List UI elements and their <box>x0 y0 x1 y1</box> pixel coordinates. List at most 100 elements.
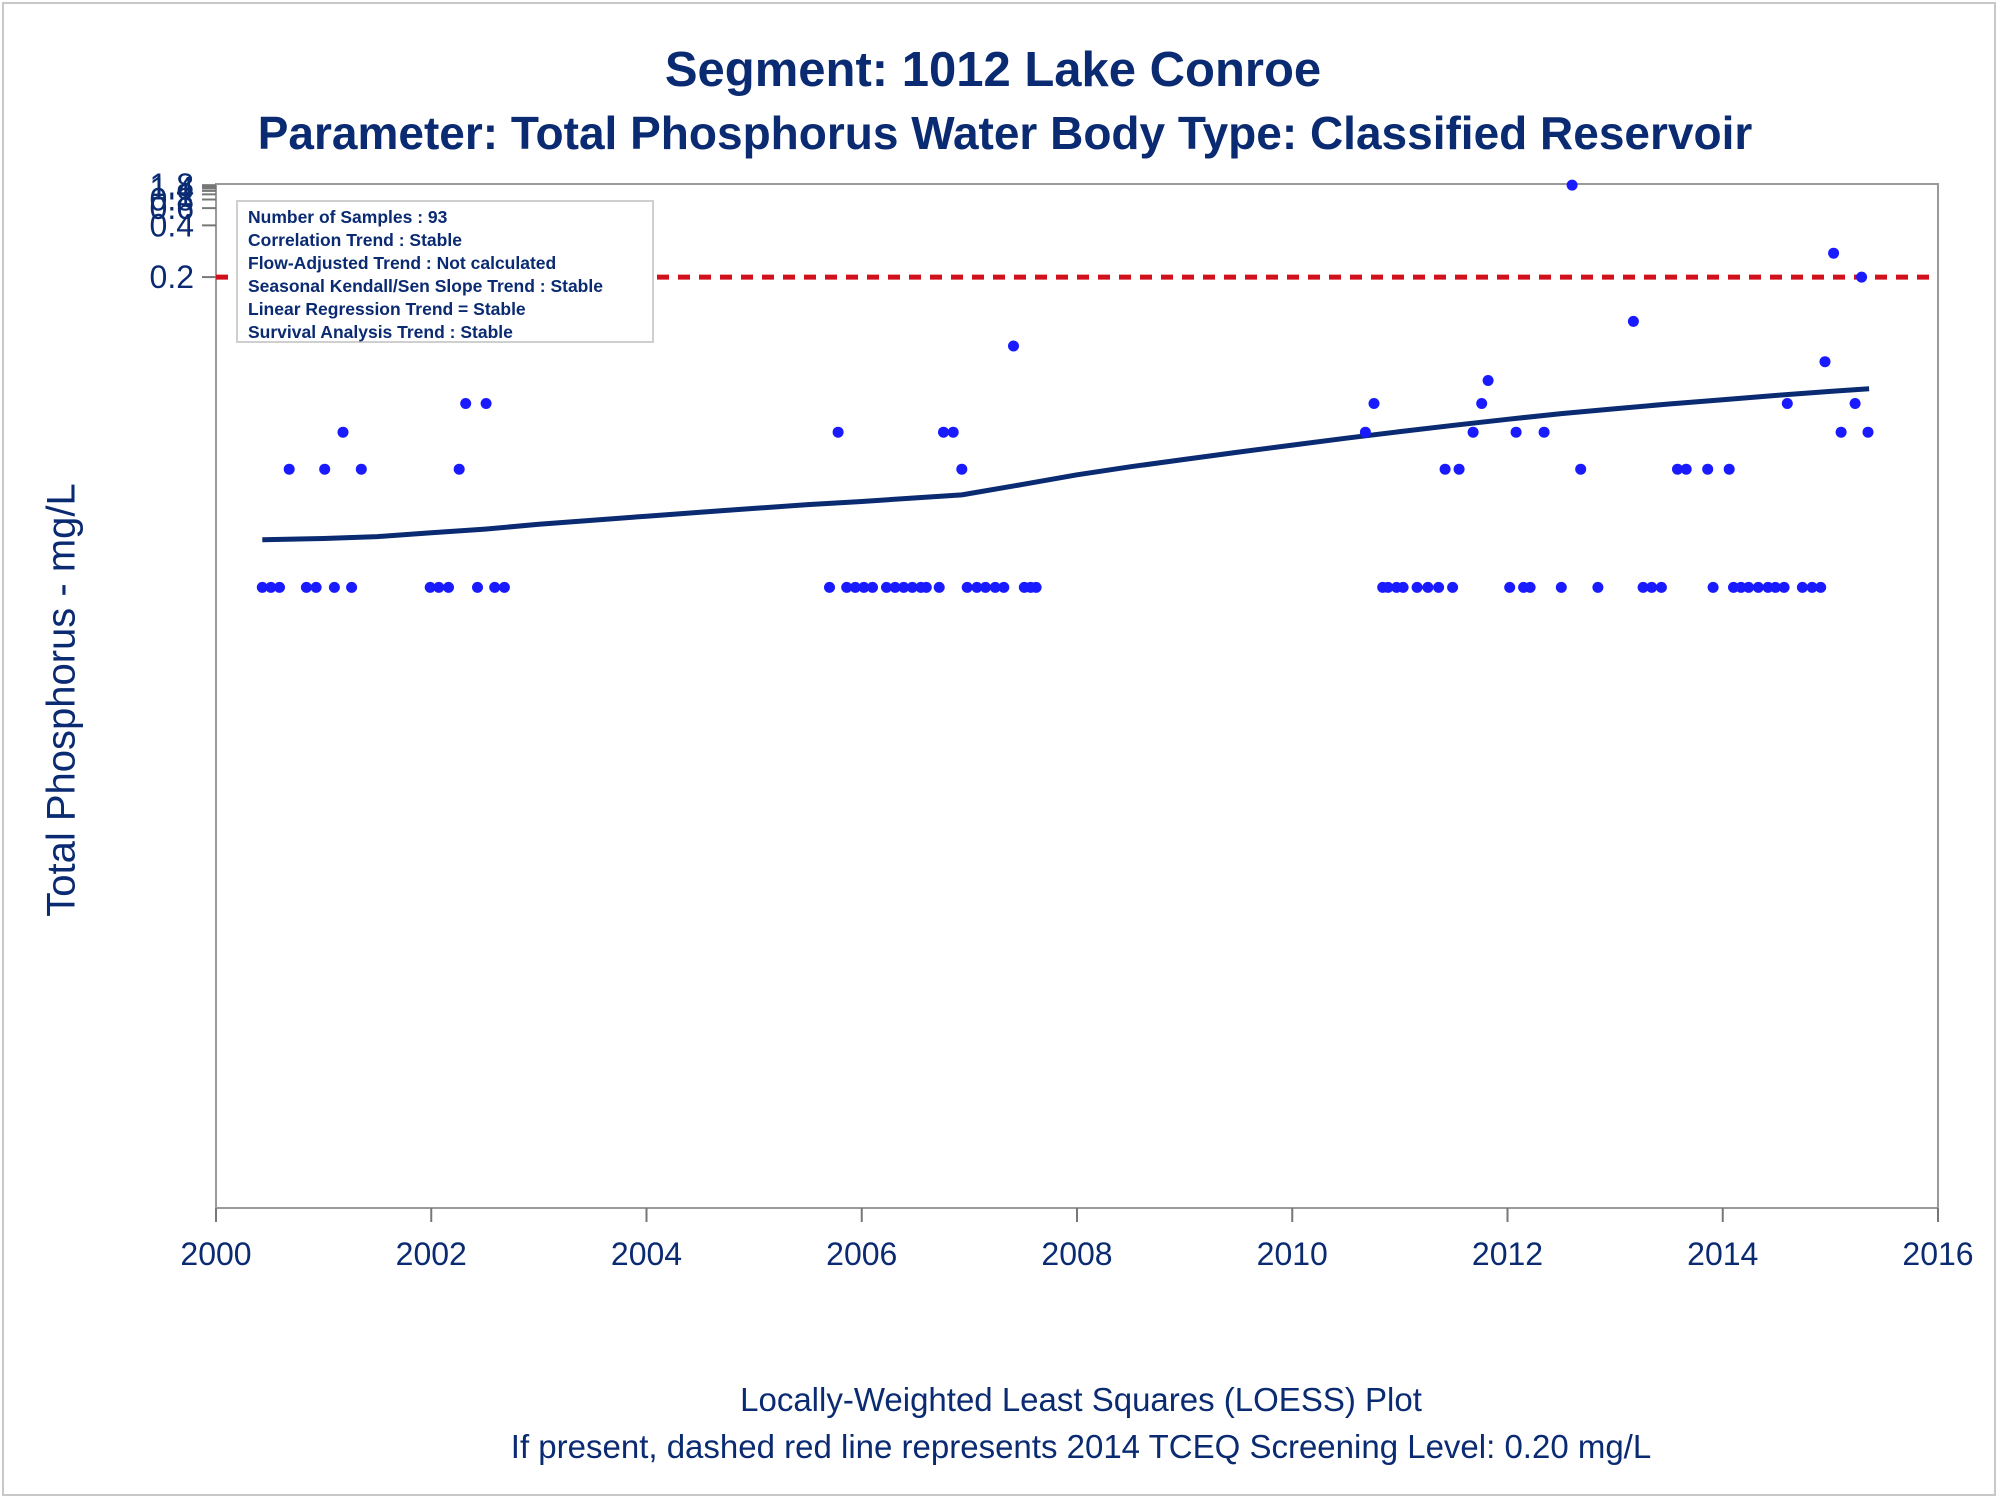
data-point <box>1778 581 1790 593</box>
footnote-loess: Locally-Weighted Least Squares (LOESS) P… <box>740 1381 1422 1418</box>
data-point <box>346 581 358 593</box>
x-tick-label: 2008 <box>1041 1236 1112 1272</box>
data-point <box>1524 581 1536 593</box>
data-point <box>1707 581 1719 593</box>
data-point <box>1637 581 1649 593</box>
data-point <box>933 581 945 593</box>
data-point <box>881 581 892 593</box>
data-point <box>1447 581 1459 593</box>
data-point <box>1368 398 1380 409</box>
data-point <box>1856 271 1868 283</box>
data-point <box>310 581 322 593</box>
data-point <box>1422 581 1434 593</box>
x-tick-label: 2004 <box>611 1236 682 1272</box>
x-tick-label: 2010 <box>1257 1236 1328 1272</box>
x-tick-label: 2006 <box>826 1236 897 1272</box>
data-point <box>1467 426 1479 438</box>
data-point <box>849 581 861 593</box>
x-tick-label: 2000 <box>180 1236 251 1272</box>
y-tick-label: 0.4 <box>150 207 194 243</box>
data-point <box>1030 581 1042 593</box>
loess-line <box>262 386 1870 543</box>
data-point <box>1743 581 1755 593</box>
data-point <box>498 581 510 593</box>
data-point <box>443 581 454 593</box>
y-tick-label: 1.8 <box>150 167 194 203</box>
x-tick-label: 2016 <box>1902 1236 1973 1272</box>
data-point <box>1806 581 1818 593</box>
data-point <box>1592 581 1604 593</box>
data-point <box>906 581 918 593</box>
stats-line: Linear Regression Trend = Stable <box>248 299 526 319</box>
data-point <box>1752 581 1764 593</box>
data-point <box>1862 426 1874 438</box>
data-point <box>1504 581 1516 593</box>
data-point <box>961 581 973 593</box>
y-axis-label: Total Phosphorus - mg/L <box>39 483 84 917</box>
data-point <box>460 398 472 409</box>
data-point <box>824 581 835 593</box>
data-point <box>1735 581 1747 593</box>
data-point <box>1453 463 1465 475</box>
data-point <box>1555 581 1567 593</box>
y-tick-label: 0.6 <box>150 190 194 226</box>
data-point <box>355 463 367 475</box>
stats-line: Seasonal Kendall/Sen Slope Trend : Stabl… <box>248 276 603 296</box>
data-point <box>424 581 436 593</box>
data-point <box>1849 398 1861 409</box>
data-point <box>1510 426 1522 438</box>
y-tick-label: 1.4 <box>150 170 194 206</box>
data-point <box>971 581 983 593</box>
data-point <box>1397 581 1409 593</box>
data-point <box>1819 356 1831 368</box>
data-point <box>1796 581 1808 593</box>
stats-box: Number of Samples : 93 Correlation Trend… <box>236 200 654 343</box>
data-point <box>998 581 1010 593</box>
data-point <box>989 581 1001 593</box>
data-point <box>1482 375 1494 386</box>
y-tick-label: 0.8 <box>150 182 194 218</box>
data-point <box>1627 315 1639 327</box>
data-point <box>489 581 501 593</box>
data-point <box>1575 463 1587 475</box>
x-tick-label: 2012 <box>1472 1236 1543 1272</box>
data-point <box>319 463 331 475</box>
data-point <box>1476 398 1488 409</box>
data-point <box>867 581 878 593</box>
data-point <box>947 426 959 438</box>
data-point <box>980 581 991 593</box>
data-point <box>480 398 492 409</box>
stats-line: Flow-Adjusted Trend : Not calculated <box>248 253 557 273</box>
data-point <box>1433 581 1445 593</box>
data-point <box>283 463 295 475</box>
stats-line: Number of Samples : 93 <box>248 207 448 227</box>
data-point <box>858 581 870 593</box>
footnote-screening: If present, dashed red line represents 2… <box>510 1428 1652 1465</box>
data-point <box>328 581 340 593</box>
chart-title: Segment: 1012 Lake Conroe <box>664 43 1322 97</box>
y-tick-label: 0.2 <box>150 259 194 295</box>
data-point <box>956 463 968 475</box>
data-point <box>274 581 285 593</box>
data-point <box>1655 581 1667 593</box>
data-point <box>1770 581 1781 593</box>
data-point <box>1538 426 1550 438</box>
data-point <box>1672 463 1683 475</box>
data-point <box>256 581 268 593</box>
data-point <box>938 426 949 438</box>
data-point <box>1382 581 1394 593</box>
data-point <box>1566 179 1578 191</box>
data-point <box>337 426 349 438</box>
data-point <box>832 426 844 438</box>
y-tick-label: 1 <box>176 176 194 212</box>
stats-line: Survival Analysis Trend : Stable <box>248 322 513 342</box>
data-point <box>1702 463 1714 475</box>
data-point <box>920 581 932 593</box>
data-point <box>1439 463 1451 475</box>
data-point <box>898 581 910 593</box>
data-point <box>1359 426 1371 438</box>
data-point <box>1815 581 1827 593</box>
data-point <box>265 581 277 593</box>
